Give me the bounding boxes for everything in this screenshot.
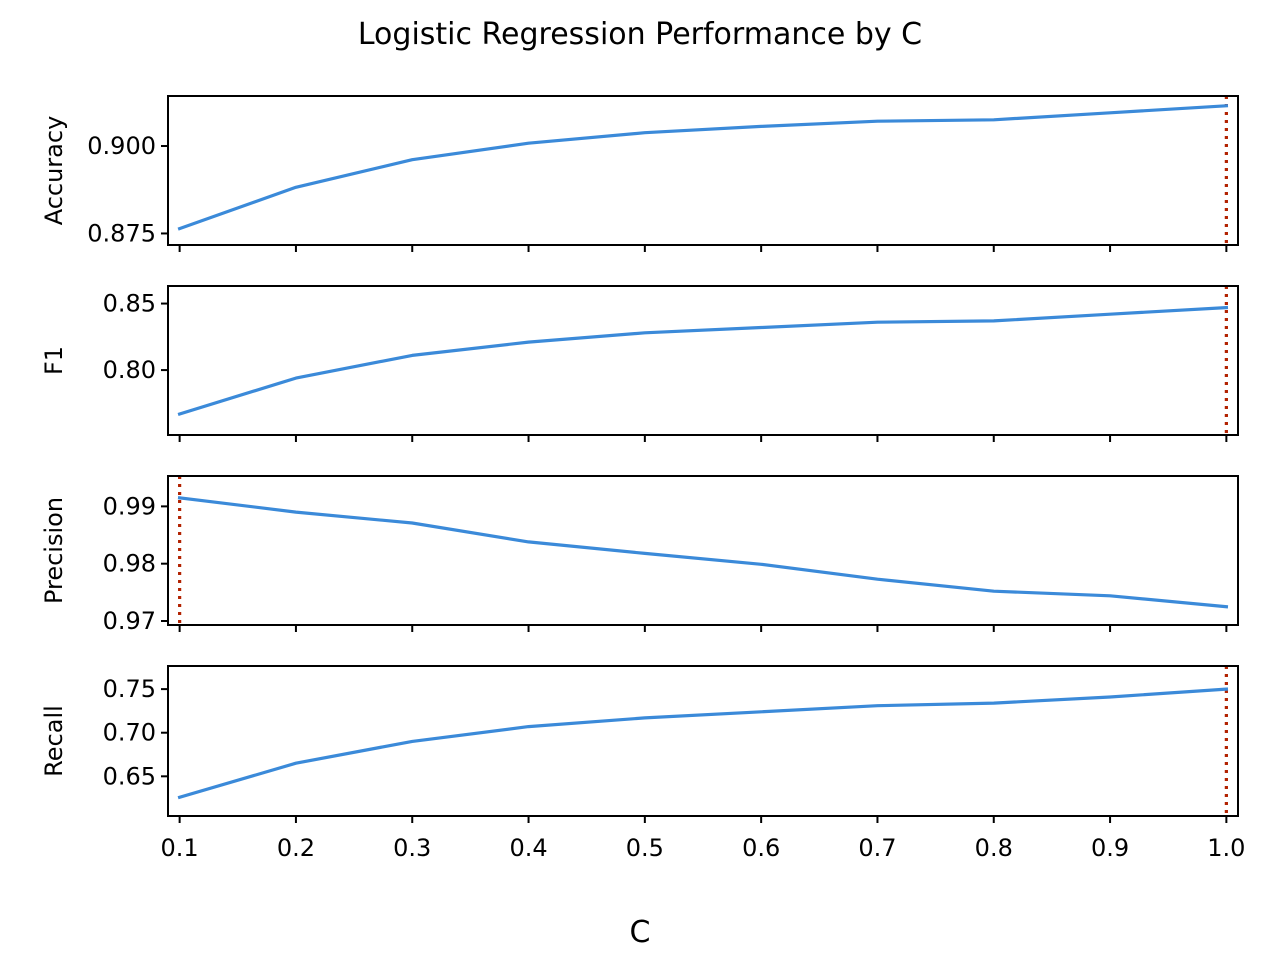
x-tick-label: 0.5 (626, 834, 664, 862)
subplot-accuracy: 0.875 0.900 Accuracy (40, 95, 1239, 252)
precision-y-tick-label: 0.98 (103, 550, 156, 578)
subplot-f1: 0.80 0.85 F1 (40, 285, 1239, 442)
subplot-stack: 0.875 0.900 Accuracy 0.80 0.85 F1 0.97 0.98 0.99… (40, 95, 1239, 823)
x-tick-label: 0.3 (393, 834, 431, 862)
x-tick-label: 0.1 (161, 834, 199, 862)
precision-axes-frame (167, 475, 1239, 626)
recall-y-axis-label: Recall (40, 705, 68, 777)
f1-y-tick-label: 0.80 (103, 356, 156, 384)
x-tick-label: 0.9 (1091, 834, 1129, 862)
f1-axes-frame (167, 285, 1239, 436)
f1-y-axis-label: F1 (40, 346, 68, 375)
accuracy-y-axis-label: Accuracy (40, 116, 68, 226)
subplot-recall: 0.65 0.70 0.75 Recall (40, 665, 1239, 823)
f1-series-line (177, 305, 1229, 417)
subplot-precision: 0.97 0.98 0.99 Precision (40, 475, 1239, 635)
f1-y-tick-label: 0.85 (103, 290, 156, 318)
x-tick-label: 0.7 (858, 834, 896, 862)
precision-y-tick-label: 0.99 (103, 492, 156, 520)
recall-axes-frame (167, 665, 1239, 817)
accuracy-series-line (177, 104, 1229, 231)
x-tick-label: 0.2 (277, 834, 315, 862)
precision-y-axis-label: Precision (40, 497, 68, 604)
accuracy-axes-frame (167, 95, 1239, 246)
recall-series-line (177, 687, 1229, 800)
x-axis: 0.1 0.2 0.3 0.4 0.5 0.6 0.7 0.8 0.9 1.0 (161, 834, 1246, 862)
accuracy-y-tick-label: 0.900 (87, 132, 156, 160)
recall-y-tick-label: 0.70 (103, 719, 156, 747)
x-tick-label: 0.6 (742, 834, 780, 862)
x-axis-label: C (630, 915, 651, 950)
recall-y-tick-label: 0.75 (103, 675, 156, 703)
x-tick-label: 0.4 (509, 834, 547, 862)
chart-title: Logistic Regression Performance by C (358, 17, 922, 52)
x-tick-label: 0.8 (975, 834, 1013, 862)
recall-y-tick-label: 0.65 (103, 762, 156, 790)
precision-y-tick-label: 0.97 (103, 607, 156, 635)
x-tick-label: 1.0 (1207, 834, 1245, 862)
accuracy-y-tick-label: 0.875 (87, 219, 156, 247)
precision-series-line (177, 496, 1229, 609)
